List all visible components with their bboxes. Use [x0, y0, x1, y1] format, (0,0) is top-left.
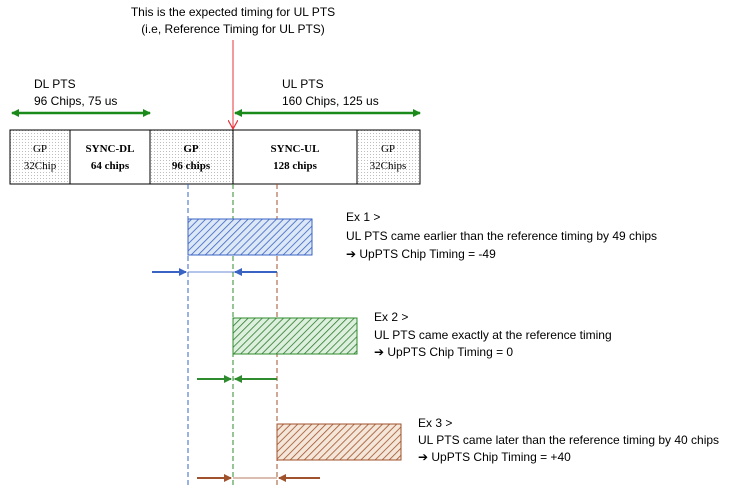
block-sub: 128 chips	[273, 160, 317, 172]
ex3-title: Ex 3 >	[418, 416, 452, 430]
frame-block-sync-dl: SYNC-DL 64 chips	[69, 129, 151, 185]
ul-pts-detail: 160 Chips, 125 us	[282, 94, 379, 108]
block-name: GP	[381, 143, 395, 155]
block-sub: 32Chip	[24, 160, 57, 172]
header-line-1: This is the expected timing for UL PTS	[131, 5, 335, 19]
ex2-ul-pts-block	[232, 317, 358, 355]
frame-block-sync-ul: SYNC-UL 128 chips	[232, 129, 358, 185]
block-sub: 96 chips	[172, 160, 211, 172]
example-1: Ex 1 > UL PTS came earlier than the refe…	[152, 210, 657, 276]
ex1-title: Ex 1 >	[346, 210, 380, 224]
frame-block-gp-right: GP 32Chips	[356, 129, 421, 185]
block-name: SYNC-UL	[271, 143, 320, 155]
example-2: Ex 2 > UL PTS came exactly at the refere…	[197, 310, 612, 383]
example-3: Ex 3 > UL PTS came later than the refere…	[197, 416, 719, 482]
ex1-result: ➔ UpPTS Chip Timing = -49	[346, 247, 496, 261]
header-line-2: (i.e, Reference Timing for UL PTS)	[141, 22, 325, 36]
arrow-right-icon: ➔	[418, 450, 431, 464]
frame-block-gp-middle: GP 96 chips	[149, 129, 234, 185]
ex2-desc: UL PTS came exactly at the reference tim…	[374, 328, 612, 342]
dl-pts-label: DL PTS	[34, 77, 76, 91]
arrow-right-icon: ➔	[346, 247, 359, 261]
ex3-ul-pts-block	[276, 423, 402, 461]
ex3-result: ➔ UpPTS Chip Timing = +40	[418, 450, 571, 464]
ex2-title: Ex 2 >	[374, 310, 408, 324]
ul-pts-label: UL PTS	[282, 77, 324, 91]
ex1-desc: UL PTS came earlier than the reference t…	[346, 229, 657, 243]
frame-block-gp-left: GP 32Chip	[9, 129, 71, 185]
block-sub: 32Chips	[370, 160, 407, 172]
ex1-ul-pts-block	[187, 218, 313, 256]
dl-pts-detail: 96 Chips, 75 us	[34, 94, 117, 108]
ex3-desc: UL PTS came later than the reference tim…	[418, 433, 719, 447]
ex2-result: ➔ UpPTS Chip Timing = 0	[374, 345, 513, 359]
block-sub: 64 chips	[91, 160, 130, 172]
block-name: GP	[33, 143, 47, 155]
block-name: GP	[183, 143, 199, 155]
arrow-right-icon: ➔	[374, 345, 387, 359]
block-name: SYNC-DL	[86, 143, 135, 155]
